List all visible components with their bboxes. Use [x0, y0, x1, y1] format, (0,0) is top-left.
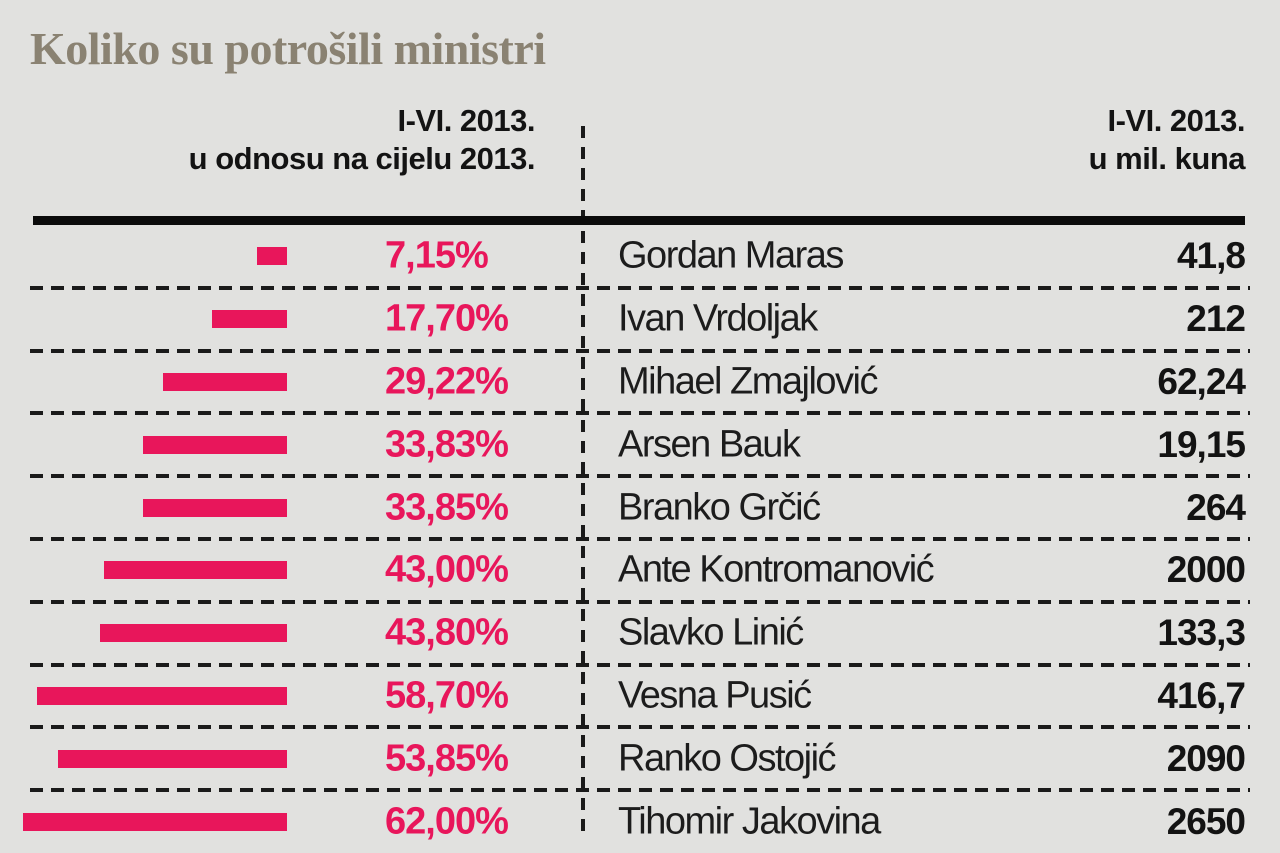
- minister-name: Vesna Pusić: [618, 674, 812, 717]
- table-row: 62,00% Tihomir Jakovina 2650: [0, 790, 1280, 853]
- spending-value: 19,15: [1157, 423, 1246, 465]
- spending-value: 212: [1186, 298, 1246, 340]
- spending-value: 264: [1186, 486, 1246, 528]
- spending-value: 2090: [1166, 737, 1246, 779]
- header-rule: [33, 216, 1245, 225]
- percent-label: 62,00%: [385, 800, 509, 843]
- minister-name: Ante Kontromanović: [618, 548, 935, 591]
- percent-bar: [37, 686, 287, 705]
- percent-bar: [23, 812, 287, 831]
- percent-bar: [100, 624, 287, 643]
- right-column-header: I-VI. 2013. u mil. kuna: [0, 102, 1246, 178]
- minister-name: Gordan Maras: [618, 234, 844, 277]
- minister-name: Ivan Vrdoljak: [618, 297, 818, 340]
- table-row: 58,70% Vesna Pusić 416,7: [0, 665, 1280, 730]
- percent-label: 17,70%: [385, 297, 509, 340]
- percent-label: 7,15%: [385, 234, 489, 277]
- percent-label: 43,00%: [385, 548, 509, 591]
- spending-value: 62,24: [1157, 360, 1246, 402]
- minister-name: Tihomir Jakovina: [618, 800, 881, 843]
- left-column-header-line2: u odnosu na cijelu 2013.: [188, 141, 536, 176]
- percent-bar: [58, 749, 287, 768]
- percent-bar: [257, 247, 287, 266]
- spending-value: 2000: [1166, 549, 1246, 591]
- spending-value: 416,7: [1157, 674, 1246, 716]
- percent-bar: [163, 372, 287, 391]
- minister-name: Branko Grčić: [618, 486, 821, 529]
- percent-label: 58,70%: [385, 674, 509, 717]
- minister-name: Mihael Zmajlović: [618, 360, 878, 403]
- percent-label: 29,22%: [385, 360, 509, 403]
- table-row: 33,83% Arsen Bauk 19,15: [0, 413, 1280, 478]
- right-column-header-line2: u mil. kuna: [1088, 141, 1246, 176]
- percent-bar: [212, 310, 287, 329]
- table-row: 33,85% Branko Grčić 264: [0, 476, 1280, 541]
- percent-label: 43,80%: [385, 611, 509, 654]
- table-body: 7,15% Gordan Maras 41,8 17,70% Ivan Vrdoljak…: [0, 225, 1280, 853]
- table-row: 43,80% Slavko Linić 133,3: [0, 602, 1280, 667]
- percent-label: 53,85%: [385, 737, 509, 780]
- right-column-header-line1: I-VI. 2013.: [1107, 103, 1245, 138]
- percent-bar: [143, 435, 287, 454]
- table-row: 53,85% Ranko Ostojić 2090: [0, 727, 1280, 792]
- spending-value: 133,3: [1157, 612, 1246, 654]
- percent-label: 33,85%: [385, 486, 509, 529]
- percent-bar: [104, 561, 287, 580]
- minister-name: Slavko Linić: [618, 611, 804, 654]
- column-divider-dashed-line: [581, 126, 585, 838]
- left-column-header-line1: I-VI. 2013.: [397, 103, 535, 138]
- minister-name: Ranko Ostojić: [618, 737, 837, 780]
- minister-name: Arsen Bauk: [618, 423, 801, 466]
- table-row: 43,00% Ante Kontromanović 2000: [0, 539, 1280, 604]
- table-row: 29,22% Mihael Zmajlović 62,24: [0, 351, 1280, 416]
- percent-bar: [143, 498, 287, 517]
- spending-value: 41,8: [1176, 235, 1246, 277]
- percent-label: 33,83%: [385, 423, 509, 466]
- spending-value: 2650: [1166, 800, 1246, 842]
- page-title: Koliko su potrošili ministri: [30, 23, 546, 74]
- table-row: 17,70% Ivan Vrdoljak 212: [0, 288, 1280, 353]
- table-row: 7,15% Gordan Maras 41,8: [0, 225, 1280, 290]
- left-column-header: I-VI. 2013. u odnosu na cijelu 2013.: [0, 102, 536, 178]
